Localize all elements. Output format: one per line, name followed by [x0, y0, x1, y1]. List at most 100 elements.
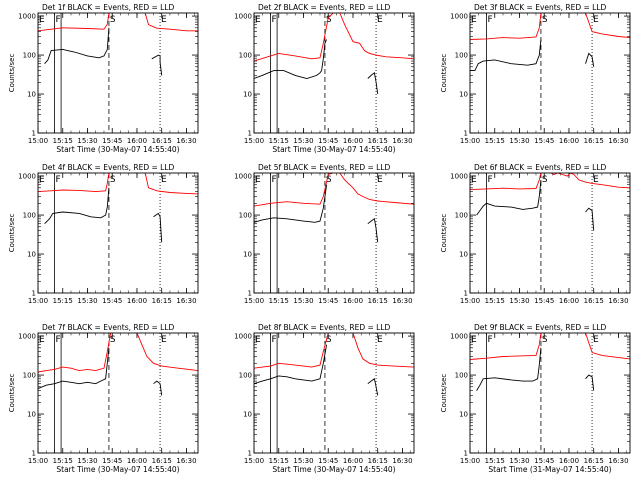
- y-tick-label: 1: [248, 290, 252, 298]
- y-tick-label: 1: [32, 290, 36, 298]
- x-tick-label: 16:15: [584, 137, 604, 145]
- marker-label: E: [39, 15, 45, 25]
- series-line-events: [585, 52, 595, 67]
- x-tick-label: 15:15: [269, 297, 289, 305]
- x-tick-label: 15:15: [53, 457, 73, 465]
- x-tick-label: 16:30: [392, 457, 412, 465]
- y-tick-label: 1000: [450, 173, 468, 181]
- series-line-lld: [585, 333, 630, 360]
- plot-frame: [253, 12, 415, 134]
- plot-frame: [469, 12, 631, 134]
- y-tick-label: 10: [27, 411, 36, 419]
- y-tick-label: 1: [464, 130, 468, 138]
- series-events: [44, 27, 163, 76]
- marker-label: E: [161, 175, 167, 185]
- marker-label: E: [471, 175, 477, 185]
- x-tick-label: 16:00: [343, 297, 363, 305]
- x-tick-label: 16:30: [608, 137, 628, 145]
- y-tick-label: 1000: [234, 13, 252, 21]
- chart-title: Det 1f BLACK = Events, RED = LLD: [42, 3, 175, 12]
- series-line-events: [367, 378, 379, 396]
- x-tick-label: 16:00: [559, 137, 579, 145]
- series-line-events: [38, 347, 110, 390]
- chart-panel-1: Det 1f BLACK = Events, RED = LLD 1 10 100 10…: [8, 3, 199, 154]
- x-tick-label: 16:00: [559, 297, 579, 305]
- series-line-events: [44, 27, 110, 64]
- y-tick-label: 100: [239, 52, 252, 60]
- series-line-lld: [38, 333, 112, 373]
- x-tick-label: 15:30: [293, 297, 313, 305]
- chart-title: Det 5f BLACK = Events, RED = LLD: [258, 163, 391, 172]
- marker-label: E: [593, 15, 599, 25]
- chart-title: Det 3f BLACK = Events, RED = LLD: [474, 3, 607, 12]
- x-tick-label: 15:45: [534, 297, 554, 305]
- x-tick-label: 15:30: [509, 457, 529, 465]
- marker-label: E: [471, 15, 477, 25]
- series-line-events: [254, 39, 328, 79]
- y-tick-label: 10: [459, 251, 468, 259]
- x-tick-label: 15:00: [244, 457, 264, 465]
- series-line-events: [153, 212, 163, 243]
- marker-label: S: [110, 15, 116, 25]
- x-tick-label: 15:00: [460, 457, 480, 465]
- x-tick-label: 16:15: [152, 137, 172, 145]
- chart-panel-8: Det 8f BLACK = Events, RED = LLD 1 10 100 10…: [234, 323, 415, 474]
- x-tick-label: 16:00: [343, 137, 363, 145]
- y-tick-label: 1000: [18, 13, 36, 21]
- chart-title: Det 2f BLACK = Events, RED = LLD: [258, 3, 391, 12]
- series-events: [254, 39, 379, 95]
- series-line-events: [151, 54, 163, 76]
- x-tick-label: 16:15: [584, 297, 604, 305]
- y-tick-label: 1: [32, 450, 36, 458]
- series-line-events: [585, 374, 595, 391]
- x-tick-label: 15:00: [28, 457, 48, 465]
- marker-label: E: [471, 335, 477, 345]
- x-tick-label: 16:00: [127, 457, 147, 465]
- plot-frame: [253, 172, 415, 294]
- x-tick-label: 15:15: [269, 457, 289, 465]
- x-tick-label: 15:15: [485, 137, 505, 145]
- marker-label: S: [110, 175, 116, 185]
- series-line-lld: [352, 333, 414, 368]
- series-events: [38, 347, 163, 396]
- series-lld: [470, 333, 630, 360]
- plot-frame: [37, 12, 199, 134]
- chart-title: Det 4f BLACK = Events, RED = LLD: [42, 163, 175, 172]
- x-tick-label: 15:00: [244, 297, 264, 305]
- y-tick-label: 1000: [18, 333, 36, 341]
- marker-label: S: [542, 335, 548, 345]
- y-tick-label: 1000: [450, 333, 468, 341]
- chart-panel-5: Det 5f BLACK = Events, RED = LLD 1 10 100 10…: [234, 163, 415, 305]
- x-tick-label: 16:30: [392, 297, 412, 305]
- y-tick-label: 1: [248, 130, 252, 138]
- series-line-events: [254, 184, 328, 223]
- series-lld: [470, 173, 630, 191]
- series-line-lld: [254, 333, 329, 369]
- series-events: [476, 347, 595, 391]
- series-line-events: [254, 344, 328, 385]
- series-events: [254, 184, 379, 243]
- series-line-lld: [339, 13, 414, 60]
- chart-title: Det 7f BLACK = Events, RED = LLD: [42, 323, 175, 332]
- marker-label: S: [542, 175, 548, 185]
- x-tick-label: 15:30: [77, 297, 97, 305]
- marker-label: E: [255, 175, 261, 185]
- series-line-lld: [470, 173, 542, 191]
- y-tick-label: 10: [243, 251, 252, 259]
- y-tick-label: 100: [23, 52, 36, 60]
- chart-panel-2: Det 2f BLACK = Events, RED = LLD 1 10 100 10…: [234, 3, 415, 154]
- series-lld: [38, 333, 198, 373]
- y-axis-label: Counts/sec: [8, 54, 16, 93]
- x-tick-label: 16:15: [368, 457, 388, 465]
- y-tick-label: 10: [27, 251, 36, 259]
- y-axis-label: Counts/sec: [8, 214, 16, 253]
- x-tick-label: 16:00: [559, 457, 579, 465]
- x-tick-label: 15:15: [53, 297, 73, 305]
- series-line-lld: [254, 173, 334, 207]
- y-tick-label: 100: [23, 212, 36, 220]
- y-tick-label: 100: [455, 372, 468, 380]
- x-tick-label: 15:30: [509, 137, 529, 145]
- plot-frame: [469, 172, 631, 294]
- y-tick-label: 1: [248, 450, 252, 458]
- chart-panel-6: Det 6f BLACK = Events, RED = LLD 1 10 100 10…: [440, 163, 631, 305]
